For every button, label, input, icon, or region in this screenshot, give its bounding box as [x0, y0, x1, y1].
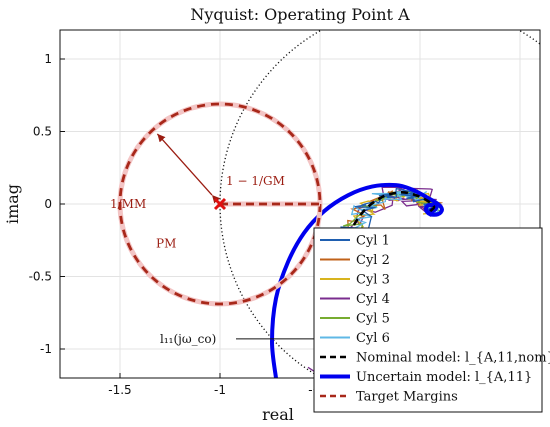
crossover-label: l₁₁(jω_co)	[160, 332, 216, 346]
legend-label: Cyl 6	[356, 331, 390, 346]
legend-label: Target Margins	[356, 390, 458, 405]
plot-frame	[59, 29, 541, 379]
legend-label: Cyl 1	[356, 234, 390, 249]
gain-margin-label: 1 − 1/GM	[226, 174, 285, 188]
legend-label: Nominal model: l_{A,11,nom}	[356, 351, 550, 366]
y-tick-label: 1	[44, 52, 52, 66]
critical-point-marker	[213, 197, 227, 211]
y-tick-label: 0	[44, 197, 52, 211]
phase-margin-label: PM	[156, 237, 176, 251]
y-tick-label: -0.5	[29, 270, 52, 284]
x-axis-label: real	[262, 405, 294, 424]
chart-title: Nyquist: Operating Point A	[190, 5, 410, 24]
x-tick-label: -1.5	[108, 383, 131, 397]
y-tick-label: 0.5	[33, 125, 52, 139]
legend-label: Cyl 4	[356, 292, 390, 307]
annotations: 1/MM 1 − 1/GM PM l₁₁(jω_co)	[110, 174, 330, 346]
legend: Cyl 1 Cyl 2 Cyl 3 Cyl 4 Cyl 5 Cyl 6 Nominal mo…	[313, 227, 550, 413]
x-tick-label: -1	[214, 383, 226, 397]
critical-point-x	[213, 197, 227, 211]
legend-label: Uncertain model: l_{A,11}	[356, 370, 532, 385]
y-tick-label: -1	[40, 342, 52, 356]
legend-label: Cyl 3	[356, 273, 390, 288]
legend-label: Cyl 2	[356, 253, 390, 268]
modulus-margin-arrow	[156, 133, 221, 204]
legend-label: Cyl 5	[356, 312, 390, 327]
modulus-margin-label: 1/MM	[110, 197, 146, 211]
y-axis-label: imag	[3, 184, 22, 224]
uncertain-model-curve	[269, 182, 445, 378]
legend-box	[313, 227, 543, 413]
